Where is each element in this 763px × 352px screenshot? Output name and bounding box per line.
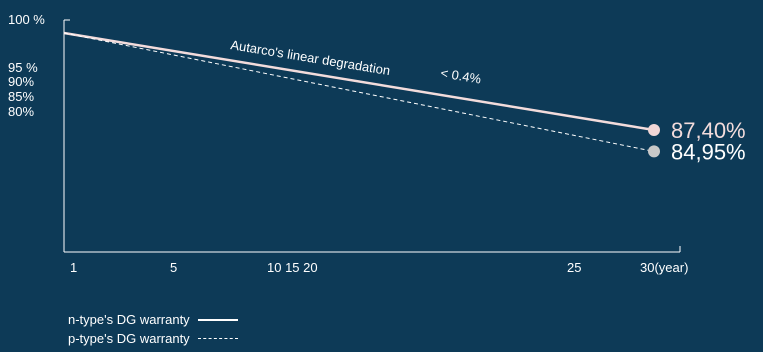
series-end-marker xyxy=(648,124,660,136)
legend-swatch-dashed xyxy=(197,338,238,339)
x-tick-label: 1 xyxy=(70,260,77,275)
y-tick-label: 80% xyxy=(8,104,34,119)
legend-swatch-solid xyxy=(197,318,238,321)
y-tick-label: 90% xyxy=(8,74,34,89)
series-line-p-type xyxy=(63,32,655,152)
y-tick-label: 95 % xyxy=(8,60,38,75)
annotation-suffix: < 0.4% xyxy=(440,65,483,86)
legend-item-n-type: n-type's DG warranty xyxy=(68,310,238,329)
legend: n-type's DG warranty p-type's DG warrant… xyxy=(68,310,238,348)
series-end-marker xyxy=(648,145,660,158)
x-tick-label: 5 xyxy=(170,260,177,275)
series-end-label: 84,95% xyxy=(671,139,746,164)
series-line-n-type xyxy=(63,31,655,132)
legend-label-n-type: n-type's DG warranty xyxy=(68,312,190,327)
legend-label-p-type: p-type's DG warranty xyxy=(68,331,190,346)
x-tick-label: 10 15 20 xyxy=(267,260,318,275)
legend-item-p-type: p-type's DG warranty xyxy=(68,329,238,348)
x-tick-label: 30(year) xyxy=(640,260,688,275)
annotation-label: Autarco's linear degradation xyxy=(230,37,392,78)
y-tick-label: 100 % xyxy=(8,12,45,27)
series-end-label: 87,40% xyxy=(671,118,746,143)
x-tick-label: 25 xyxy=(567,260,581,275)
y-tick-label: 85% xyxy=(8,89,34,104)
